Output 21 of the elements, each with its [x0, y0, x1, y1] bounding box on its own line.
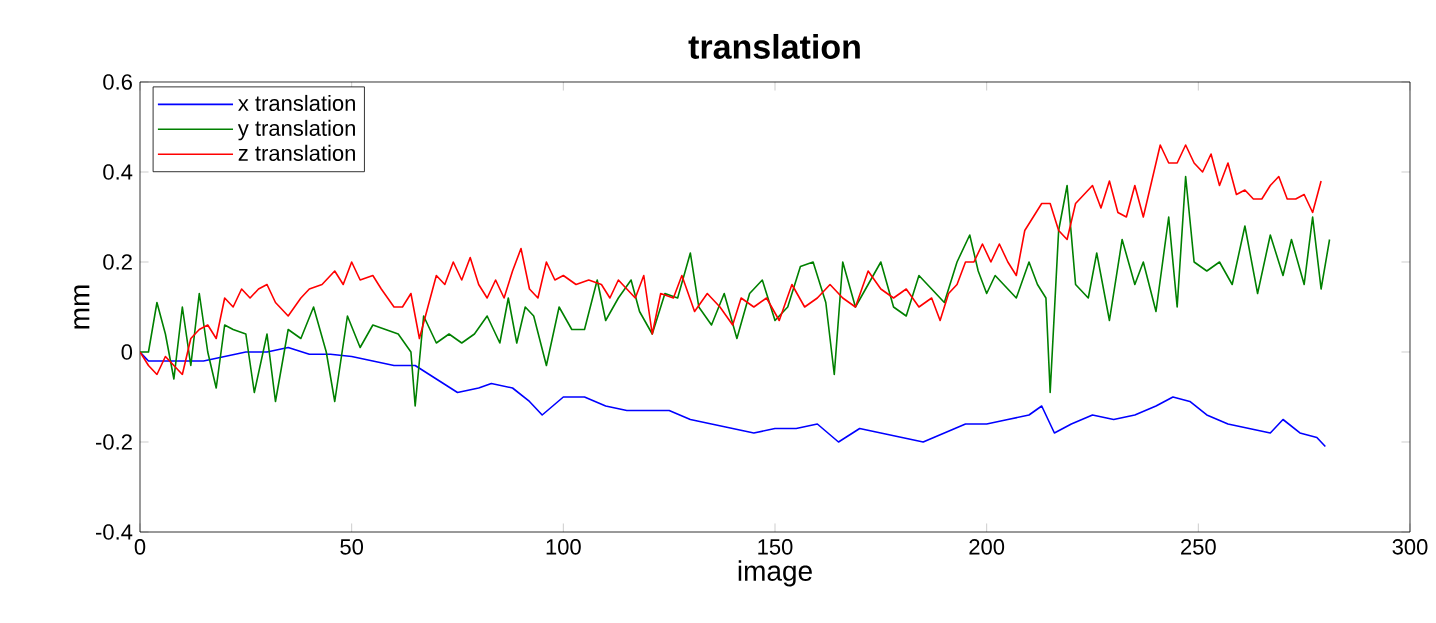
x-tick-label: 250 [1181, 539, 1216, 555]
legend-label: y translation [237, 119, 355, 141]
line-series [140, 175, 1331, 407]
x-tick-label: 100 [546, 539, 581, 555]
y-tick-label: 0.4 [103, 164, 133, 180]
y-tick-label: 0.6 [103, 74, 132, 90]
y-tick-label: 0.2 [103, 254, 132, 270]
line-series [140, 144, 1322, 376]
y-tick-label: -0.2 [96, 434, 132, 450]
x-axis-title: image [738, 560, 812, 587]
x-tick-label: 300 [1392, 539, 1428, 555]
y-tick-label: -0.4 [96, 524, 133, 540]
legend-label: z translation [238, 144, 355, 161]
y-axis-title: mm [74, 285, 90, 329]
y-tick-label: 0 [121, 344, 133, 360]
chart-title: translation [688, 33, 860, 59]
x-tick-label: 0 [134, 539, 146, 555]
x-tick-label: 50 [340, 539, 364, 555]
legend-label: x translation [238, 94, 355, 112]
x-tick-label: 150 [758, 539, 793, 555]
x-tick-label: 200 [969, 539, 1005, 555]
